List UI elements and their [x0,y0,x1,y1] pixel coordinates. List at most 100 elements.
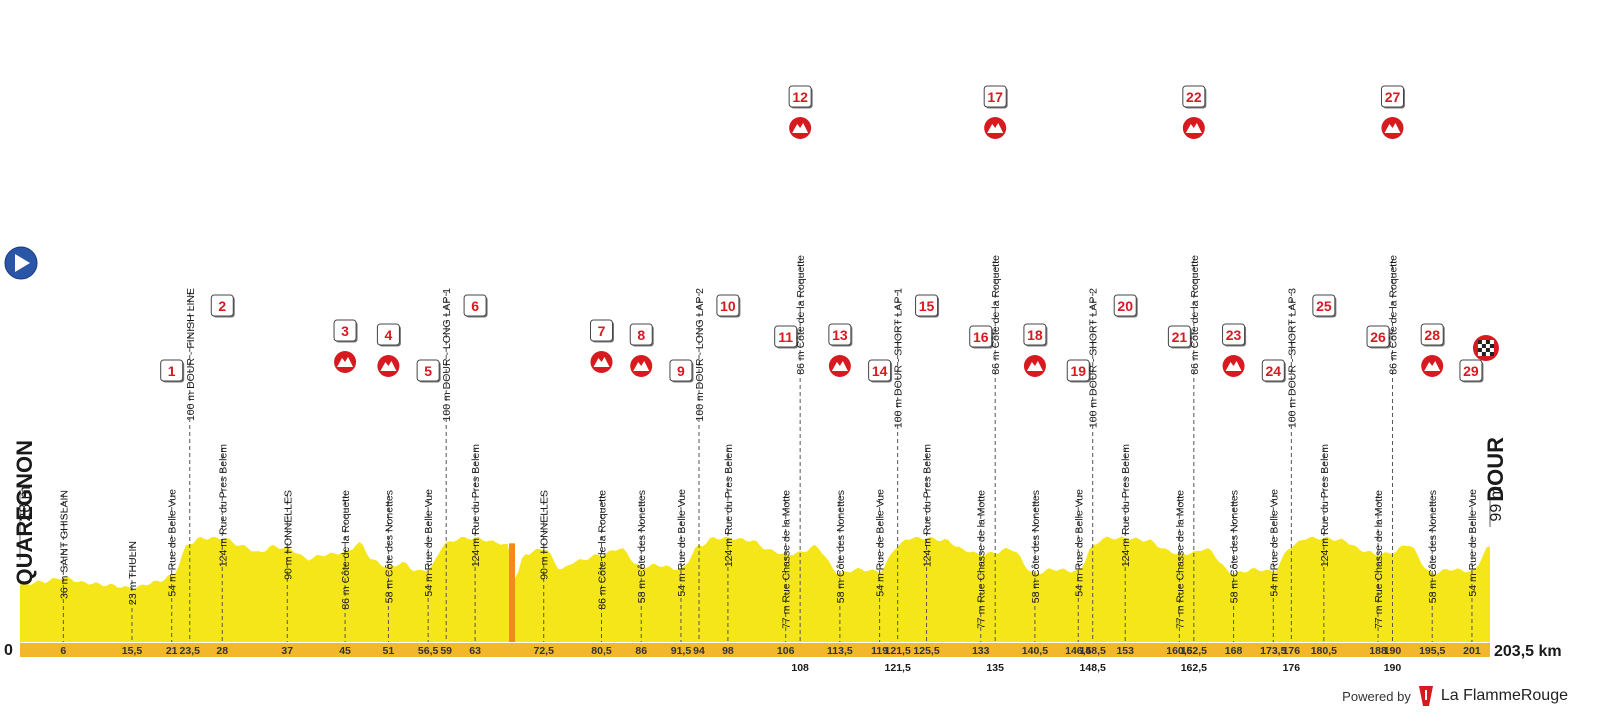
waypoint: 86 m Côte de la Roquette 12 [788,85,813,642]
km-tick: 180,5 [1311,645,1337,657]
km-tick: 80,5 [591,645,612,657]
km-tick: 160,5 [1166,645,1192,657]
waypoint-number: 5 [424,363,432,379]
km-tick: 51 [383,645,395,657]
waypoint-label: 54 m Rue de Belle Vue [1073,489,1085,597]
km-tick: 133 [972,645,990,657]
waypoint-label: 77 m Rue Chasse de la Motte [1174,490,1186,629]
axis-end: 203,5 km [1494,643,1562,660]
waypoint: 124 m Rue du Pres Belem 20 [1113,294,1138,642]
km-tick: 190 [1384,645,1402,657]
climb-icon [1023,355,1046,377]
km-tick: 86 [635,645,647,657]
flame-logo-icon [1418,686,1433,706]
waypoint-number: 12 [792,89,808,105]
waypoint: 77 m Rue Chasse de la Motte 16 [969,325,994,642]
powered-by: Powered by La FlammeRouge [1342,686,1568,706]
km-tick-lower: 162,5 [1181,662,1207,674]
waypoint-label: 124 m Rue du Pres Belem [723,444,735,567]
waypoint-marker: 24 [1261,359,1286,383]
waypoint: 36 m SAINT GHISLAIN [58,490,70,642]
km-tick: 72,5 [533,645,554,657]
waypoint: 77 m Rue Chasse de la Motte 11 [774,325,799,642]
profile-area [20,536,1490,642]
waypoint-number: 7 [598,323,606,339]
km-tick: 28 [216,645,228,657]
waypoint-marker: 23 [1222,323,1247,377]
waypoint: 58 m Côte des Nonettes 4 [376,323,401,642]
waypoint-number: 16 [973,329,989,345]
km-tick-lower: 135 [986,662,1004,674]
waypoint-marker: 18 [1023,323,1048,377]
km-tick: 59 [440,645,452,657]
waypoint-number: 19 [1070,363,1086,379]
waypoint: 86 m Côte de la Roquette 22 [1182,85,1207,642]
km-tick: 56,5 [418,645,439,657]
waypoint-label: 100 m DOUR - SHORT LAP 3 [1286,288,1298,428]
waypoints: 36 m SAINT GHISLAIN 23 m THULIN 54 m Rue d… [58,85,1499,642]
km-tick-lower: 148,5 [1080,662,1106,674]
waypoint-number: 29 [1463,363,1479,379]
waypoint-number: 20 [1117,298,1133,314]
waypoint-number: 9 [677,363,685,379]
waypoint-label: 100 m DOUR - SHORT LAP 2 [1088,288,1100,428]
waypoint-label: 86 m Côte de la Roquette [990,255,1002,375]
waypoint-marker: 11 [774,325,799,349]
km-tick: 176 [1283,645,1301,657]
waypoint-number: 1 [168,363,176,379]
waypoint-marker: 12 [788,85,813,139]
waypoint-number: 11 [778,329,793,345]
km-tick: 21 [166,645,178,657]
waypoint-marker: 10 [716,294,741,318]
waypoint-marker: 9 [669,359,694,383]
waypoint-marker: 1 [160,359,185,383]
waypoint-label: 124 m Rue du Pres Belem [217,444,229,567]
waypoint-label: 100 m DOUR - SHORT LAP 1 [893,288,905,428]
waypoint: 54 m Rue de Belle Vue 29 [1459,335,1499,642]
waypoint-marker: 22 [1182,85,1207,139]
waypoint-label: 58 m Côte des Nonettes [1030,490,1042,603]
start-name: QUAREGNON [12,440,37,585]
waypoint: 86 m Côte de la Roquette 7 [589,319,614,642]
waypoint-marker: 5 [416,359,441,383]
waypoint: 54 m Rue de Belle Vue 5 [416,359,441,642]
waypoint: 124 m Rue du Pres Belem 25 [1312,294,1337,642]
km-tick: 168 [1225,645,1243,657]
waypoint-marker: 27 [1380,85,1405,139]
waypoint-label: 77 m Rue Chasse de la Motte [1373,490,1385,629]
waypoint-label: 58 m Côte des Nonettes [1427,490,1439,603]
waypoint-marker: 3 [333,319,358,373]
waypoint-label: 58 m Côte des Nonettes [383,490,395,603]
waypoint-label: 124 m Rue du Pres Belem [1319,444,1331,567]
waypoint: 124 m Rue du Pres Belem 10 [716,294,741,642]
km-tick-lower: 190 [1384,662,1402,674]
waypoint-marker: 19 [1066,359,1091,383]
waypoint: 54 m Rue de Belle Vue 24 [1261,359,1286,642]
km-tick-lower: 176 [1283,662,1301,674]
waypoint-marker: 21 [1167,325,1192,349]
climb-icon [334,351,357,373]
waypoint-label: 86 m Côte de la Roquette [795,255,807,375]
waypoint: 124 m Rue du Pres Belem 6 [463,294,488,642]
waypoint-label: 100 m DOUR - LONG LAP 1 [441,288,453,422]
waypoint: 23 m THULIN [127,541,139,642]
waypoint-label: 58 m Côte des Nonettes [636,490,648,603]
km-tick: 195,5 [1419,645,1445,657]
climb-icon [590,351,613,373]
waypoint-number: 6 [471,298,479,314]
waypoint-number: 13 [832,327,848,343]
waypoint-number: 8 [637,327,645,343]
start-play-icon [4,246,38,280]
waypoint-number: 14 [872,363,888,379]
km-tick: 173,5 [1260,645,1286,657]
climb-icon [1421,355,1444,377]
waypoint-label: 100 m DOUR - FINISH LINE [185,288,197,421]
waypoint-label: 77 m Rue Chasse de la Motte [781,490,793,629]
km-tick: 94 [693,645,705,657]
waypoint-number: 10 [720,298,736,314]
waypoint: 100 m DOUR - SHORT LAP 3 [1286,288,1298,642]
waypoint-label: 124 m Rue du Pres Belem [470,444,482,567]
km-tick: 6 [60,645,66,657]
waypoint: 58 m Côte des Nonettes 13 [828,323,853,642]
